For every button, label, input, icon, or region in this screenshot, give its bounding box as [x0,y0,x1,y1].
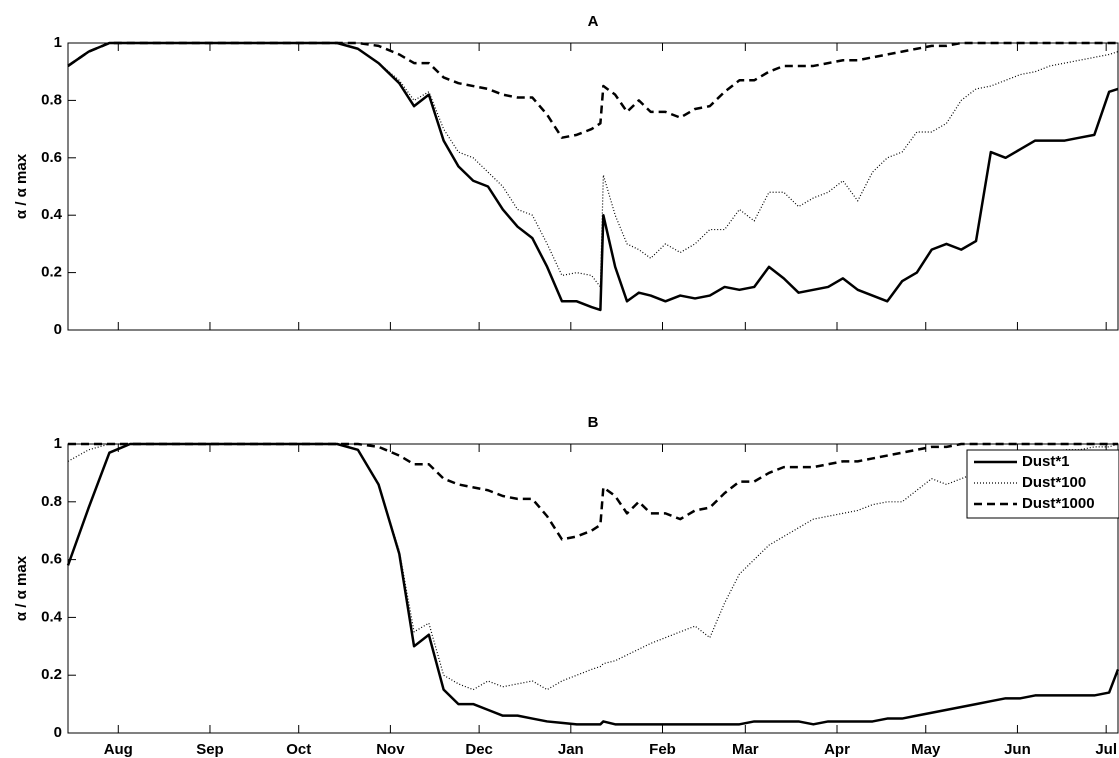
x-tick-label: Aug [104,741,133,758]
legend-label: Dust*1000 [1022,495,1095,512]
plot-frame [67,443,1119,734]
y-axis-label: α / α max [13,555,30,621]
y-tick-label: 0.4 [41,608,63,625]
y-tick-label: 0.8 [41,493,62,510]
y-tick-label: 0 [54,321,62,338]
x-tick-label: Oct [286,741,311,758]
data-line [67,41,1118,139]
x-tick-label: Jan [558,741,584,758]
x-tick-label: Feb [649,741,676,758]
y-axis-label: α / α max [13,153,30,219]
plot-frame [67,42,1119,331]
data-line [67,41,1119,312]
data-line [68,442,1118,541]
y-tick-label: 0.2 [41,666,62,683]
x-tick-label: Dec [465,741,493,758]
data-line [67,443,1119,691]
x-tick-label: Jun [1004,741,1031,758]
chart-title: B [588,414,599,431]
x-tick-label: May [911,741,941,758]
y-tick-label: 0.4 [41,206,63,223]
legend-label: Dust*1 [1022,453,1070,470]
x-tick-label: Mar [732,741,759,758]
x-tick-label: Nov [376,741,405,758]
data-line [66,442,1119,726]
y-tick-label: 0.8 [41,91,62,108]
y-tick-label: 1 [54,34,62,51]
x-tick-label: Jul [1095,741,1117,758]
legend-label: Dust*100 [1022,474,1086,491]
x-tick-label: Sep [196,741,224,758]
y-tick-label: 0.6 [41,551,62,568]
y-tick-label: 0.6 [41,149,62,166]
y-tick-label: 0.2 [41,264,62,281]
y-tick-label: 0 [54,724,62,741]
x-tick-label: Apr [824,741,850,758]
y-tick-label: 1 [54,435,62,452]
chart-title: A [588,13,599,30]
